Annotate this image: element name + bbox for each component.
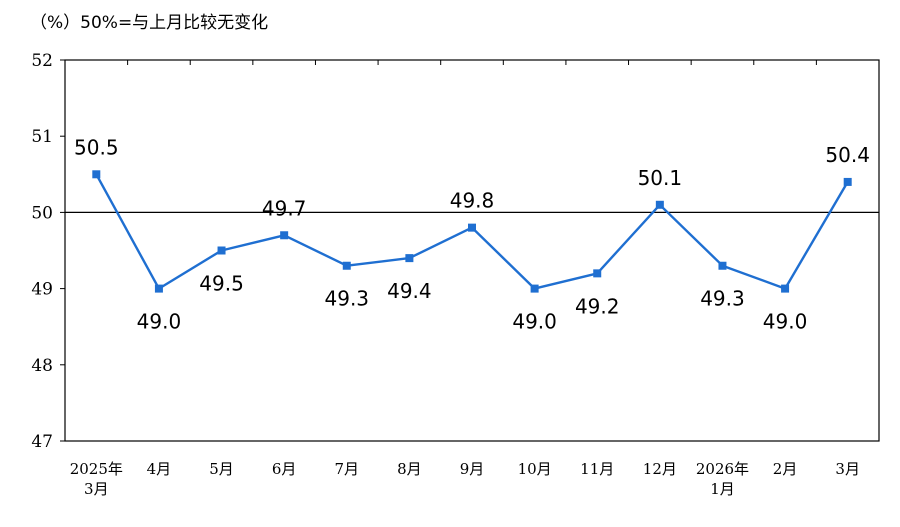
data-label: 49.7	[262, 196, 307, 220]
y-tick-label: 48	[31, 356, 53, 376]
data-point	[843, 177, 852, 186]
y-tick-label: 49	[31, 280, 53, 300]
data-label: 50.5	[74, 135, 119, 159]
data-label: 49.8	[450, 189, 495, 213]
x-tick-label: 7月	[334, 460, 359, 478]
x-tick-label: 11月	[580, 460, 614, 478]
data-label: 50.4	[825, 143, 870, 167]
data-point	[468, 223, 476, 232]
data-label: 50.1	[638, 166, 683, 190]
y-tick-label: 51	[31, 127, 53, 147]
x-tick-label: 12月	[643, 460, 677, 478]
y-tick-label: 52	[31, 51, 53, 71]
data-point	[655, 200, 664, 209]
header-note: （%）50%=与上月比较无变化	[30, 13, 269, 33]
data-label: 49.0	[512, 310, 557, 334]
data-point	[217, 246, 226, 255]
data-point	[530, 284, 539, 293]
x-tick-label: 5月	[209, 460, 234, 478]
data-label: 49.3	[700, 287, 745, 311]
data-point	[280, 231, 289, 240]
data-label: 49.0	[763, 310, 808, 334]
data-point	[342, 261, 351, 270]
data-point	[154, 284, 163, 293]
data-point	[92, 170, 101, 179]
x-tick-label: 2026年	[696, 460, 749, 478]
y-tick-label: 47	[31, 432, 53, 452]
x-tick-label: 9月	[460, 460, 485, 478]
data-point	[405, 254, 414, 263]
x-tick-label: 4月	[147, 460, 172, 478]
data-label: 49.4	[387, 279, 432, 303]
data-label: 49.3	[325, 287, 370, 311]
plot-frame	[64, 59, 880, 442]
x-tick-label: 1月	[710, 480, 735, 498]
data-label: 49.0	[137, 310, 182, 334]
x-tick-label: 3月	[835, 460, 860, 478]
data-point	[718, 261, 727, 270]
x-tick-label: 10月	[518, 460, 552, 478]
x-tick-label: 2025年	[70, 460, 123, 478]
x-tick-label: 8月	[397, 460, 422, 478]
data-point	[593, 269, 602, 278]
data-label: 49.2	[575, 294, 620, 318]
data-label: 49.5	[199, 272, 244, 296]
x-tick-label: 3月	[84, 480, 109, 498]
y-tick-label: 50	[31, 203, 53, 223]
x-tick-label: 2月	[773, 460, 798, 478]
x-tick-label: 6月	[272, 460, 297, 478]
data-point	[781, 284, 790, 293]
